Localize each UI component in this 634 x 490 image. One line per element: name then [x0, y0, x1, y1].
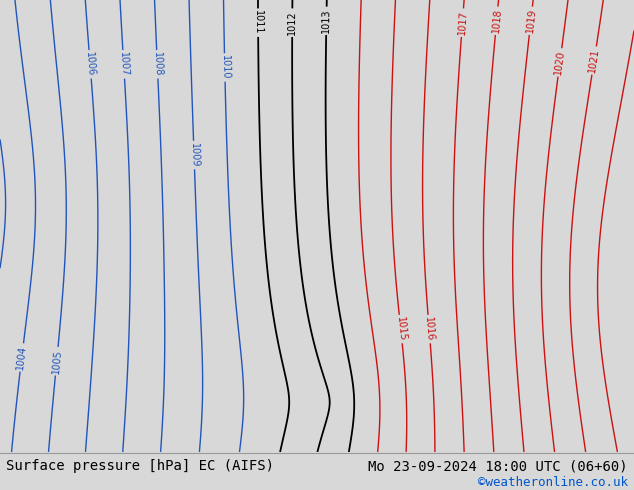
Text: 1015: 1015: [394, 317, 407, 342]
Text: 1021: 1021: [587, 48, 601, 74]
Text: Surface pressure [hPa] EC (AIFS): Surface pressure [hPa] EC (AIFS): [6, 459, 274, 473]
Text: 1016: 1016: [423, 317, 435, 342]
Text: 1006: 1006: [84, 52, 96, 77]
Text: 1004: 1004: [15, 344, 29, 370]
Text: 1005: 1005: [51, 348, 63, 374]
Text: 1009: 1009: [188, 143, 200, 168]
Text: 1011: 1011: [253, 10, 263, 35]
Text: 1019: 1019: [524, 8, 537, 33]
Text: 1013: 1013: [321, 8, 332, 33]
Text: 1018: 1018: [491, 8, 503, 33]
Text: 1012: 1012: [287, 10, 297, 35]
Text: 1008: 1008: [152, 52, 163, 77]
Text: 1020: 1020: [553, 49, 566, 75]
Text: Mo 23-09-2024 18:00 UTC (06+60): Mo 23-09-2024 18:00 UTC (06+60): [368, 459, 628, 473]
Text: 1010: 1010: [219, 55, 230, 80]
Text: ©weatheronline.co.uk: ©weatheronline.co.uk: [478, 475, 628, 489]
Text: 1017: 1017: [456, 10, 469, 35]
Text: 1007: 1007: [118, 52, 129, 77]
